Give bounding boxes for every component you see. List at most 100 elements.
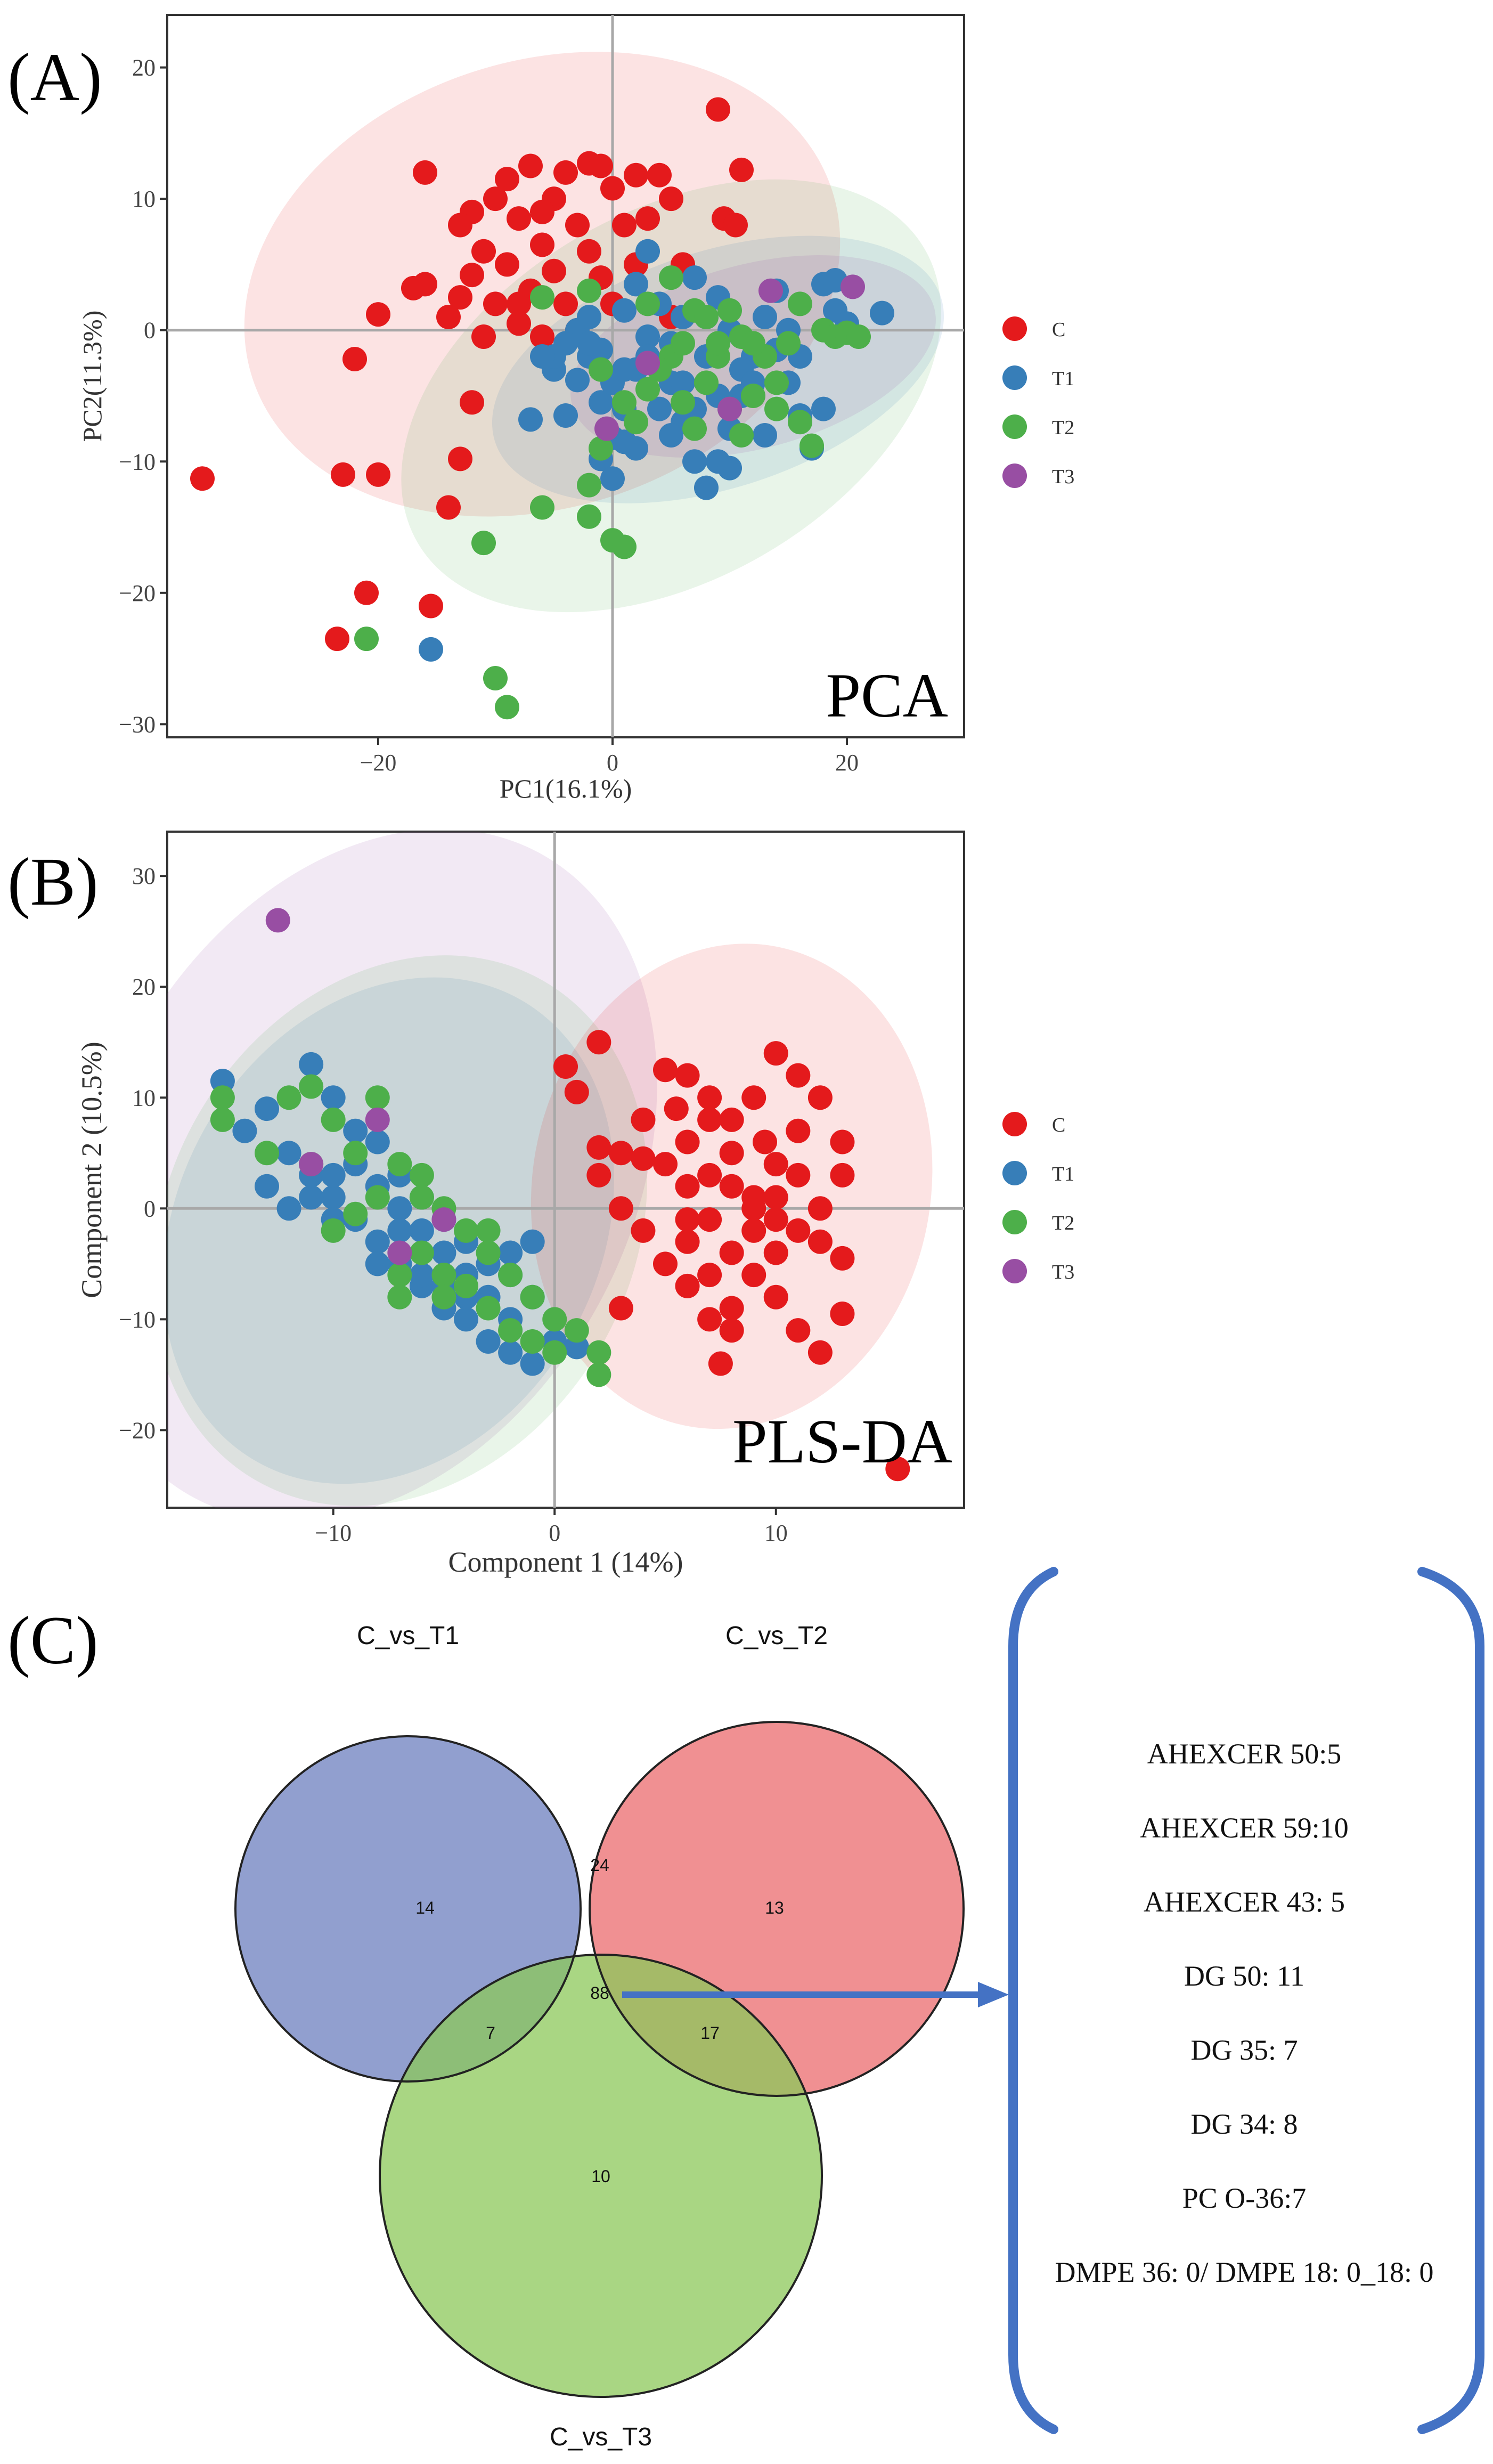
- point-t2: [717, 298, 742, 323]
- legend-label-t1: T1: [1052, 368, 1074, 390]
- point-t2: [409, 1162, 434, 1188]
- point-t1: [321, 1185, 346, 1210]
- point-t1: [232, 1118, 257, 1143]
- lipid-item: AHEXCER 43: 5: [1144, 1886, 1345, 1918]
- point-c: [697, 1207, 722, 1232]
- y-tick-label: 0: [144, 318, 156, 344]
- point-c: [647, 162, 672, 188]
- point-t1: [624, 436, 648, 461]
- point-c: [190, 466, 215, 491]
- venn-count-all: 88: [590, 1983, 609, 2003]
- pca-axes: −20 0 20 −30 −20 −10 0 10 20: [119, 55, 859, 776]
- point-c: [708, 1351, 733, 1376]
- point-c: [530, 232, 554, 257]
- point-t1: [276, 1196, 301, 1221]
- point-t1: [321, 1085, 346, 1110]
- point-c: [507, 206, 531, 231]
- point-c: [885, 1457, 910, 1482]
- x-tick-label: 0: [607, 750, 618, 776]
- point-t3: [758, 278, 783, 303]
- point-t3: [717, 396, 742, 421]
- point-c: [553, 1054, 578, 1079]
- point-c: [706, 97, 730, 122]
- point-t2: [694, 370, 719, 395]
- plsda-axes: −10 0 10 −20 −10 0 10 20 30: [119, 863, 788, 1546]
- point-t2: [589, 436, 613, 461]
- point-t2: [431, 1284, 456, 1310]
- point-c: [741, 1196, 766, 1221]
- point-c: [507, 291, 531, 316]
- point-c: [807, 1085, 833, 1110]
- point-t3: [387, 1240, 412, 1265]
- point-t1: [409, 1263, 434, 1288]
- venn-count-t2-t3: 17: [700, 2023, 720, 2043]
- point-c: [600, 176, 625, 201]
- bracket-right: [1417, 1567, 1484, 2434]
- point-c: [507, 311, 531, 336]
- point-c: [366, 462, 390, 487]
- point-t2: [210, 1107, 235, 1132]
- point-c: [763, 1240, 788, 1265]
- point-t2: [210, 1085, 235, 1110]
- point-t3: [365, 1107, 390, 1132]
- point-t1: [387, 1218, 412, 1243]
- legend-marker-t1: [1002, 1161, 1027, 1185]
- point-t2: [846, 324, 871, 349]
- point-t2: [520, 1329, 545, 1354]
- point-t2: [788, 410, 812, 435]
- point-c: [413, 160, 437, 185]
- point-t2: [321, 1107, 346, 1132]
- legend-label-c: C: [1052, 319, 1065, 341]
- point-t2: [671, 390, 695, 415]
- venn-diagram: C_vs_T1 C_vs_T2 C_vs_T3 14 13 10 24 7 17…: [234, 1567, 1484, 2451]
- point-c: [807, 1196, 833, 1221]
- point-c: [786, 1218, 811, 1243]
- point-t2: [799, 433, 824, 458]
- venn-set-label-t3: C_vs_T3: [550, 2423, 652, 2451]
- point-t3: [635, 351, 660, 376]
- point-t2: [776, 331, 801, 356]
- point-c: [612, 213, 637, 238]
- point-t1: [321, 1162, 346, 1188]
- point-t2: [577, 504, 601, 529]
- x-tick-label: −20: [360, 750, 397, 776]
- point-c: [719, 1240, 744, 1265]
- plsda-plot: −10 0 10 −20 −10 0 10 20 30 PLS-DA Component 1 (…: [76, 831, 1074, 1578]
- point-c: [448, 285, 472, 310]
- legend-marker-t2: [1002, 1210, 1027, 1234]
- point-t2: [530, 495, 554, 520]
- lipid-item: DG 34: 8: [1191, 2108, 1298, 2140]
- point-t2: [276, 1085, 301, 1110]
- y-tick-label: −10: [119, 449, 156, 475]
- point-c: [471, 239, 496, 264]
- point-t1: [498, 1240, 523, 1265]
- point-t1: [276, 1141, 301, 1166]
- point-t1: [577, 305, 601, 330]
- point-t1: [343, 1118, 368, 1143]
- point-c: [624, 162, 648, 188]
- point-t1: [753, 305, 777, 330]
- legend-label-t3: T3: [1052, 1261, 1074, 1283]
- point-c: [608, 1296, 633, 1321]
- y-tick-label: −10: [119, 1306, 156, 1332]
- point-t2: [498, 1263, 523, 1288]
- legend-marker-t1: [1002, 365, 1027, 390]
- point-t2: [542, 1340, 567, 1365]
- point-t1: [299, 1052, 324, 1077]
- point-t2: [476, 1296, 501, 1321]
- pca-x-axis-label: PC1(16.1%): [500, 774, 632, 803]
- point-t1: [870, 300, 894, 326]
- point-t3: [265, 908, 290, 933]
- point-t1: [589, 390, 613, 415]
- point-c: [763, 1152, 788, 1177]
- point-t2: [343, 1201, 368, 1226]
- point-t1: [530, 344, 554, 369]
- point-t2: [694, 305, 719, 330]
- y-tick-label: 20: [132, 55, 156, 81]
- plsda-legend: C T1 T2 T3: [1002, 1112, 1074, 1283]
- point-t1: [476, 1329, 501, 1354]
- x-tick-label: 0: [549, 1520, 560, 1546]
- point-c: [664, 1096, 689, 1121]
- point-c: [530, 199, 554, 224]
- lipid-item: PC O-36:7: [1182, 2182, 1307, 2214]
